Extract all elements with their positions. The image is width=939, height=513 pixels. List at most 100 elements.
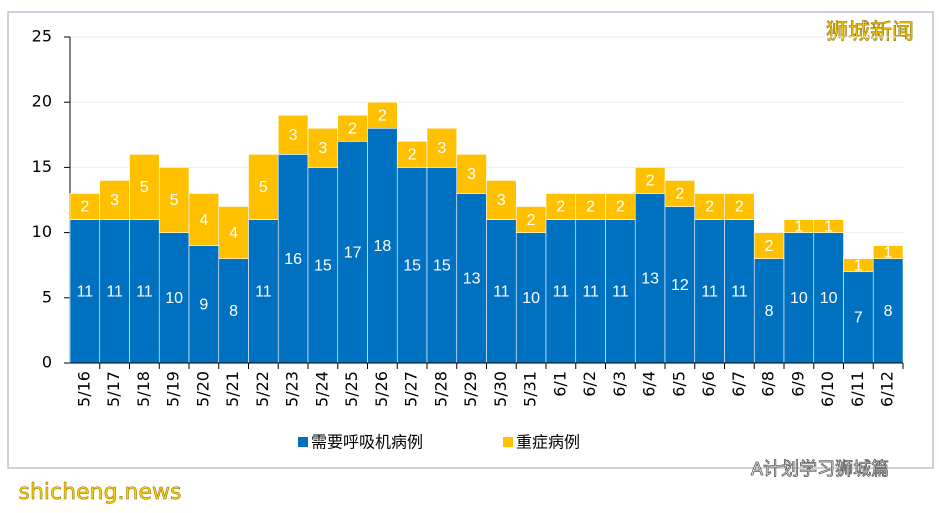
bar-segment: [694, 193, 725, 220]
watermark: shicheng.news: [19, 480, 182, 505]
data-label: 11: [106, 283, 123, 300]
watermark: A计划学习狮城篇: [751, 459, 889, 480]
data-label: 3: [318, 140, 327, 157]
x-tick-label: 5/31: [521, 371, 540, 407]
x-tick-label: 6/5: [669, 371, 688, 397]
x-tick-label: 5/26: [372, 371, 391, 407]
bar-segment: [634, 167, 666, 194]
x-tick-label: 6/7: [729, 371, 748, 397]
bar-segment: [753, 258, 785, 364]
data-label: 18: [373, 238, 391, 255]
x-tick-label: 6/12: [878, 371, 897, 407]
x-tick-label: 6/10: [818, 371, 837, 407]
data-label: 2: [556, 199, 565, 216]
x-tick-label: 5/24: [312, 371, 331, 407]
bar-segment: [724, 193, 755, 220]
data-label: 15: [314, 257, 332, 274]
data-label: 8: [765, 303, 774, 320]
x-tick-label: 5/28: [431, 371, 450, 407]
data-label: 11: [136, 283, 153, 300]
data-label: 11: [731, 283, 748, 300]
data-label: 1: [884, 244, 893, 261]
bar-segment: [277, 154, 309, 364]
bar-segment: [248, 219, 279, 364]
bar-segment: [872, 245, 904, 259]
data-label: 3: [497, 192, 506, 209]
bar-segment: [129, 154, 160, 220]
watermark: 狮城新闻: [826, 20, 914, 45]
data-label: 3: [110, 192, 119, 209]
bar-segment: [813, 232, 844, 364]
legend-label: 需要呼吸机病例: [311, 433, 423, 452]
bar-segment: [515, 206, 547, 233]
data-label: 2: [527, 212, 536, 229]
data-label: 10: [790, 290, 808, 307]
data-label: 1: [824, 218, 833, 235]
x-tick-label: 6/2: [580, 371, 599, 397]
data-label: 7: [854, 310, 863, 327]
data-label: 10: [165, 290, 183, 307]
data-label: 5: [259, 179, 268, 196]
data-label: 4: [199, 212, 208, 229]
bar-segment: [515, 232, 547, 364]
bar-segment: [813, 219, 844, 233]
bar-segment: [337, 114, 368, 142]
data-label: 11: [553, 283, 570, 300]
x-tick-label: 5/22: [253, 371, 272, 407]
data-label: 9: [199, 297, 208, 314]
bar-segment: [337, 141, 368, 364]
bar-segment: [426, 127, 458, 168]
x-tick-label: 5/23: [283, 371, 302, 407]
data-label: 5: [170, 192, 179, 209]
data-label: 3: [467, 166, 476, 183]
y-tick-label: 15: [32, 157, 52, 176]
data-label: 11: [77, 283, 94, 300]
bar-segment: [307, 127, 339, 168]
y-tick-label: 20: [32, 92, 52, 111]
bar-segment: [486, 180, 517, 220]
data-label: 11: [612, 283, 629, 300]
bar-segment: [396, 167, 428, 364]
data-label: 2: [408, 147, 417, 164]
x-tick-label: 5/16: [74, 371, 93, 407]
data-label: 11: [582, 283, 599, 300]
bar-segment: [753, 232, 785, 259]
bar-segment: [664, 180, 696, 207]
bar-segment: [426, 167, 458, 364]
data-label: 15: [403, 257, 421, 274]
y-tick-label: 25: [32, 27, 52, 46]
data-label: 16: [284, 251, 302, 268]
data-label: 2: [765, 238, 774, 255]
data-label: 2: [735, 199, 744, 216]
bar-segment: [605, 193, 636, 220]
data-label: 5: [140, 179, 149, 196]
data-label: 10: [522, 290, 540, 307]
data-label: 12: [671, 277, 689, 294]
x-tick-label: 5/17: [104, 371, 123, 407]
bar-segment: [188, 193, 220, 246]
x-tick-label: 5/20: [193, 371, 212, 407]
data-label: 13: [463, 270, 481, 287]
x-tick-label: 5/18: [134, 371, 153, 407]
x-tick-label: 5/29: [461, 371, 480, 407]
bar-segment: [218, 206, 249, 259]
bar-segment: [277, 114, 309, 155]
y-tick-label: 10: [32, 222, 52, 241]
x-tick-label: 6/3: [610, 371, 629, 397]
bar-segment: [248, 154, 279, 220]
x-tick-label: 6/4: [640, 371, 659, 397]
data-label: 13: [641, 270, 659, 287]
data-label: 2: [80, 199, 89, 216]
data-label: 2: [586, 199, 595, 216]
data-label: 15: [433, 257, 451, 274]
x-tick-label: 6/6: [699, 371, 718, 397]
x-tick-label: 6/9: [788, 371, 807, 397]
y-tick-label: 5: [42, 287, 52, 306]
legend-swatch: [503, 437, 513, 447]
bar-segment: [69, 193, 101, 220]
data-label: 1: [854, 257, 863, 274]
x-tick-label: 6/1: [550, 371, 569, 397]
data-label: 17: [344, 244, 362, 261]
